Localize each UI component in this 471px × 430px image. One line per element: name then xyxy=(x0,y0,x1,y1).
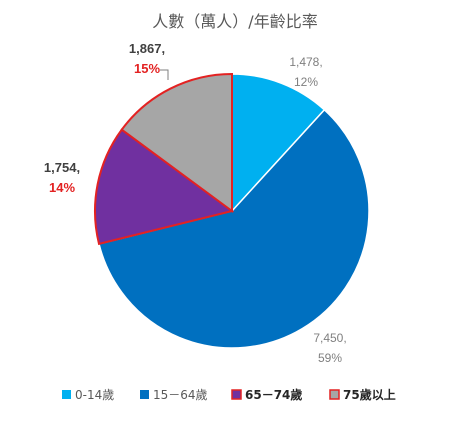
legend-label-15-64: 15－64歲 xyxy=(153,388,208,402)
leader-line-75-plus xyxy=(160,69,169,80)
pie-slice-65-74 xyxy=(94,128,235,246)
legend-swatch-65-74 xyxy=(231,389,242,400)
data-label-percent-15-64: 59% xyxy=(318,351,342,365)
pie-slices xyxy=(94,72,370,349)
pie-slice-0-14 xyxy=(231,73,326,213)
legend-swatch-0-14 xyxy=(62,390,71,399)
data-label-value-75-plus: 1,867, xyxy=(129,41,165,56)
legend-label-65-74: 65－74歲 xyxy=(245,387,302,402)
pie-slice-75-plus xyxy=(120,72,233,213)
legend-label-0-14: 0-14歲 xyxy=(75,388,114,402)
legend-label-75-plus: 75歲以上 xyxy=(343,387,396,402)
data-label-value-15-64: 7,450, xyxy=(313,331,346,345)
pie-slice-15-64 xyxy=(98,108,370,349)
data-label-value-65-74: 1,754, xyxy=(44,160,80,175)
data-label-percent-65-74: 14% xyxy=(49,180,75,195)
chart-title: 人數（萬人）/年齡比率 xyxy=(152,12,317,31)
data-labels: 1,478, 12% 7,450, 59% 1,754, 14% 1,867, 15% xyxy=(44,41,347,365)
data-label-value-0-14: 1,478, xyxy=(289,55,322,69)
data-label-percent-0-14: 12% xyxy=(294,75,318,89)
legend-swatch-15-64 xyxy=(140,390,149,399)
legend-swatch-75-plus xyxy=(329,389,340,400)
data-label-percent-75-plus: 15% xyxy=(134,61,160,76)
legend: 0-14歲 15－64歲 65－74歲 75歲以上 xyxy=(62,387,396,402)
